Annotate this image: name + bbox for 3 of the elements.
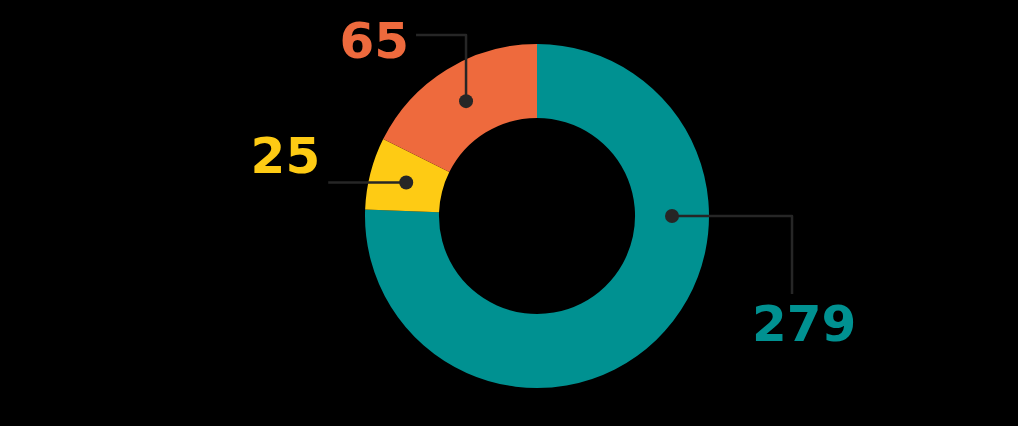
data-label: 25 xyxy=(250,127,321,186)
data-label: 65 xyxy=(339,11,410,70)
data-label: 279 xyxy=(752,294,857,353)
